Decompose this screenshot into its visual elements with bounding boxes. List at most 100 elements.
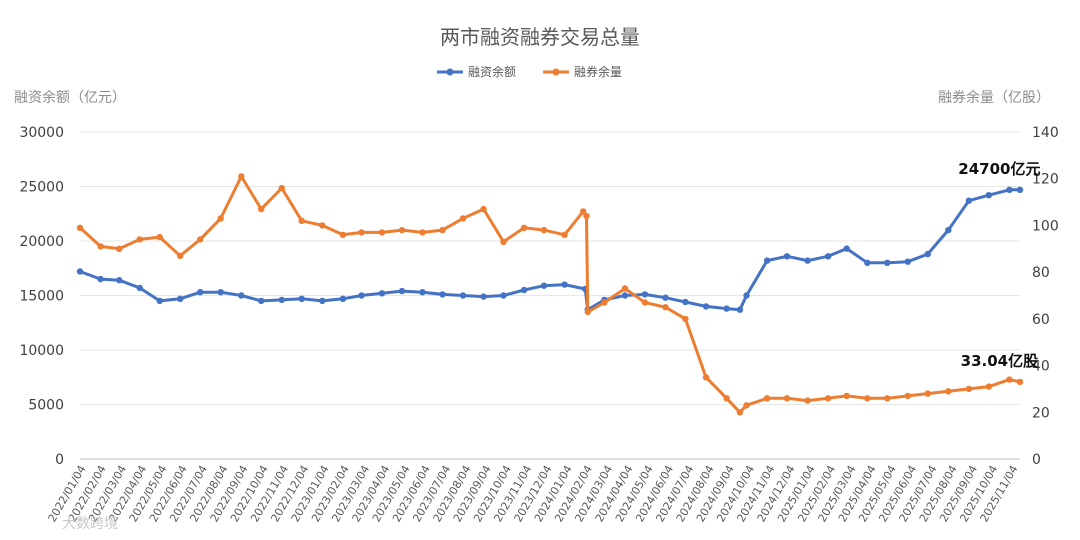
data-point-series-0: [824, 253, 832, 260]
data-point-series-0: [783, 253, 791, 260]
data-point-series-0: [116, 277, 123, 284]
data-point-series-0: [965, 197, 973, 204]
legend-marker-series-0: [446, 68, 454, 76]
y-left-tick-label: 25000: [19, 180, 64, 196]
data-point-series-0: [702, 303, 710, 310]
data-point-series-0: [682, 298, 689, 306]
data-point-series-0: [358, 292, 365, 299]
data-point-series-1: [459, 215, 467, 222]
data-point-series-1: [1006, 376, 1013, 383]
data-point-series-1: [76, 224, 84, 231]
data-point-series-0: [662, 294, 669, 301]
data-point-series-1: [662, 304, 669, 311]
data-point-series-1: [965, 385, 973, 393]
y-axis-left-title: 融资余额（亿元）: [14, 89, 126, 106]
data-point-series-1: [884, 395, 891, 402]
y-right-tick-label: 40: [1032, 359, 1050, 375]
gridlines: [80, 131, 1020, 460]
data-point-series-0: [480, 293, 487, 300]
data-point-series-1: [298, 217, 305, 224]
data-point-series-1: [339, 231, 347, 238]
data-point-series-1: [985, 383, 992, 390]
y-right-tick-label: 20: [1032, 405, 1050, 421]
y-axis-right: 0 20 40 60 80 100 120 140: [1032, 125, 1059, 468]
data-point-series-1: [116, 245, 123, 252]
data-point-series-1: [540, 226, 548, 234]
data-point-series-0: [945, 226, 952, 234]
data-point-series-0: [641, 291, 649, 298]
data-point-series-0: [804, 257, 811, 264]
data-point-series-1: [583, 212, 590, 220]
y-axis-left: 0 5000 10000 15000 20000 25000 30000: [19, 125, 64, 468]
data-point-series-1: [480, 205, 487, 213]
data-point-series-1: [278, 184, 285, 192]
series-layer: [76, 173, 1024, 416]
data-point-series-0: [217, 289, 224, 296]
data-point-series-1: [398, 226, 406, 234]
data-point-series-0: [723, 305, 730, 312]
data-point-series-1: [156, 233, 163, 241]
data-point-series-0: [136, 284, 143, 292]
data-point-series-0: [319, 297, 326, 305]
data-point-series-0: [238, 292, 245, 299]
data-point-series-0: [864, 259, 871, 266]
data-point-series-0: [763, 257, 771, 264]
data-point-series-1: [217, 215, 224, 222]
data-point-series-0: [398, 287, 406, 295]
data-point-series-0: [985, 192, 992, 199]
data-point-series-1: [258, 205, 265, 213]
data-point-series-1: [601, 299, 608, 306]
data-point-series-1: [319, 222, 326, 229]
data-point-series-1: [682, 315, 689, 323]
y-left-tick-label: 20000: [19, 234, 64, 250]
y-left-tick-label: 10000: [19, 343, 64, 359]
data-point-series-1: [378, 229, 386, 236]
y-right-tick-label: 100: [1032, 218, 1059, 234]
annotation-series-0-last: 24700亿元: [958, 160, 1040, 178]
data-point-series-0: [904, 258, 911, 265]
y-right-tick-label: 60: [1032, 312, 1050, 328]
data-point-series-0: [1006, 186, 1013, 193]
y-left-tick-label: 5000: [28, 398, 64, 414]
data-point-series-1: [804, 397, 811, 404]
y-axis-right-title: 融券余量（亿股）: [938, 89, 1050, 106]
data-point-series-0: [540, 282, 548, 289]
watermark: 大数跨境: [62, 516, 118, 532]
data-point-series-1: [945, 388, 952, 395]
legend-marker-series-1: [552, 68, 560, 76]
data-point-series-1: [824, 395, 832, 402]
data-point-series-1: [904, 392, 911, 400]
data-point-series-0: [378, 290, 386, 297]
y-left-tick-label: 15000: [19, 289, 64, 305]
data-point-series-1: [500, 238, 507, 245]
data-point-series-1: [702, 374, 710, 381]
data-point-series-1: [97, 243, 104, 250]
data-point-series-0: [743, 292, 750, 299]
data-point-series-0: [419, 289, 426, 296]
data-point-series-0: [736, 306, 744, 313]
data-point-series-0: [177, 295, 184, 302]
data-point-series-0: [884, 259, 891, 266]
data-point-series-1: [419, 229, 426, 236]
data-point-series-0: [76, 268, 84, 275]
data-point-series-1: [723, 395, 730, 402]
data-point-series-0: [1016, 186, 1024, 193]
y-right-tick-label: 0: [1032, 452, 1041, 468]
data-point-series-1: [641, 299, 649, 306]
data-point-series-1: [924, 390, 931, 397]
y-right-tick-label: 80: [1032, 265, 1050, 281]
data-point-series-1: [520, 224, 528, 231]
data-point-series-1: [763, 395, 771, 402]
data-point-series-1: [783, 395, 791, 402]
y-right-tick-label: 120: [1032, 172, 1059, 188]
data-point-series-1: [736, 409, 744, 416]
y-left-tick-label: 30000: [19, 125, 64, 141]
x-axis: 2022/01/042022/02/042022/03/042022/04/04…: [46, 463, 1021, 524]
data-point-series-1: [1016, 378, 1024, 386]
data-point-series-0: [621, 292, 629, 299]
data-point-series-0: [197, 289, 204, 296]
data-point-series-1: [197, 236, 204, 243]
data-point-series-1: [843, 392, 850, 400]
